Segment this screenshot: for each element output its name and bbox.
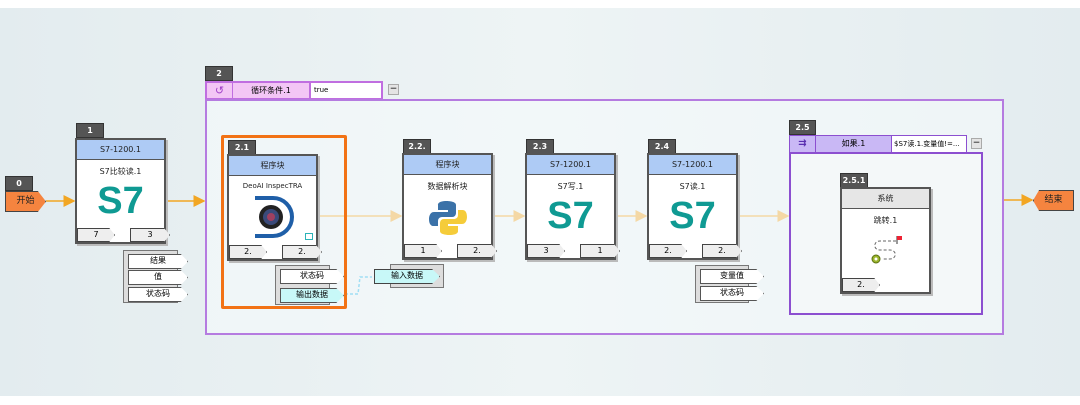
end-node[interactable]: 结束: [1033, 190, 1074, 211]
node-id-tab: 2.3: [526, 139, 554, 154]
output-variable-value[interactable]: 变量值: [700, 269, 764, 284]
node-id-tab: 2.1: [228, 140, 256, 155]
input-port[interactable]: 2.: [649, 244, 687, 258]
node-id-tab: 1: [76, 123, 104, 138]
input-port[interactable]: 1: [404, 244, 442, 258]
output-port[interactable]: 2.: [457, 244, 497, 258]
output-value[interactable]: 值: [128, 270, 188, 285]
node-header: S7-1200.1: [527, 155, 614, 175]
branch-icon: ⇉: [790, 136, 816, 152]
node-id-tab: 0: [5, 176, 33, 191]
node-id-tab: 2.4: [648, 139, 676, 154]
deoai-camera-logo-icon: [255, 196, 294, 238]
script-icon: [305, 233, 313, 240]
selection-highlight: [221, 135, 347, 309]
node-title: 数据解析块: [427, 182, 468, 191]
node-header: 程序块: [404, 155, 491, 175]
output-list: 变量值 状态码: [695, 265, 764, 303]
input-port[interactable]: 2.: [229, 245, 267, 259]
node-header: S7-1200.1: [77, 140, 164, 160]
output-port[interactable]: 1: [580, 244, 620, 258]
input-port[interactable]: 7: [77, 228, 115, 242]
output-result[interactable]: 结果: [128, 254, 188, 269]
if-header[interactable]: ⇉ 如果.1 $S7读.1.变量值!=...: [789, 135, 967, 153]
loop-condition-input[interactable]: true: [309, 83, 381, 98]
node-title: S7读.1: [679, 182, 706, 191]
s7-write-node[interactable]: S7-1200.1 S7写.1 S7 3 1: [525, 153, 620, 260]
input-port[interactable]: 2.: [842, 278, 880, 292]
node-id-tab: 2: [205, 66, 233, 81]
loop-header[interactable]: ↺ 循环条件.1 true: [205, 81, 383, 100]
output-status[interactable]: 状态码: [700, 286, 764, 301]
output-status[interactable]: 状态码: [128, 287, 188, 302]
collapse-button[interactable]: −: [971, 138, 982, 149]
node-id-tab: 2.5.1: [840, 173, 868, 188]
if-label: 如果.1: [841, 139, 866, 148]
start-node[interactable]: 开始: [5, 191, 46, 212]
python-logo-icon: [429, 201, 467, 235]
s7-read-node[interactable]: S7-1200.1 S7读.1 S7 2. 2.: [647, 153, 742, 260]
s7-logo-icon: S7: [97, 180, 144, 222]
s7-logo-icon: S7: [547, 195, 594, 237]
route-flag-icon: [871, 236, 902, 264]
node-title: S7比较读.1: [99, 167, 142, 176]
output-port[interactable]: 2.: [282, 245, 322, 259]
loop-label: 循环条件.1: [251, 86, 291, 95]
output-data[interactable]: 输出数据: [280, 288, 344, 303]
deoai-inspectra-node[interactable]: 程序块 DeoAI InspecTRA 2. 2.: [227, 154, 322, 261]
if-condition-input[interactable]: $S7读.1.变量值!=...: [891, 136, 966, 152]
node-title: S7写.1: [557, 182, 584, 191]
s7-logo-icon: S7: [669, 195, 716, 237]
node-id-tab: 2.5: [789, 120, 816, 135]
node-header: 系统: [842, 189, 929, 209]
data-parse-node[interactable]: 程序块 数据解析块 1 2.: [402, 153, 497, 260]
output-status[interactable]: 状态码: [280, 269, 344, 284]
output-list: 状态码 输出数据: [275, 265, 344, 305]
node-header: 程序块: [229, 156, 316, 176]
output-port[interactable]: 2.: [702, 244, 742, 258]
loop-icon: ↺: [207, 83, 233, 98]
node-id-tab: 2.2.: [403, 139, 431, 154]
node-title: DeoAI InspecTRA: [242, 182, 303, 190]
output-port[interactable]: 3: [130, 228, 170, 242]
jump-node[interactable]: 系统 跳转.1 2.: [840, 187, 931, 294]
s7-compare-read-node[interactable]: S7-1200.1 S7比较读.1 S7 7 3: [75, 138, 170, 244]
output-list: 结果 值 状态码: [123, 250, 188, 303]
node-title: 跳转.1: [873, 216, 898, 225]
collapse-button[interactable]: −: [388, 84, 399, 95]
node-header: S7-1200.1: [649, 155, 736, 175]
input-data[interactable]: 输入数据: [374, 269, 440, 284]
input-port[interactable]: 3: [527, 244, 565, 258]
